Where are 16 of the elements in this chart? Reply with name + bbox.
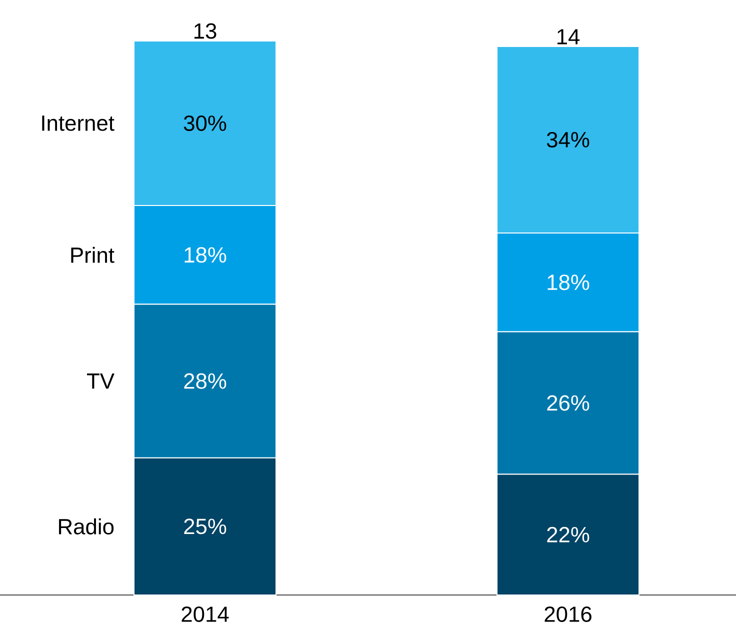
data-label: 30% bbox=[184, 115, 226, 132]
series-label: Internet bbox=[42, 116, 114, 131]
data-label: 28% bbox=[184, 373, 226, 389]
series-label: Radio bbox=[59, 518, 114, 534]
data-label: 25% bbox=[184, 518, 226, 534]
data-label: 26% bbox=[547, 395, 590, 411]
data-label: 18% bbox=[548, 274, 590, 290]
data-label: 18% bbox=[184, 247, 226, 263]
data-label: 22% bbox=[547, 526, 590, 542]
series-label: TV bbox=[86, 374, 114, 389]
data-label: 34% bbox=[546, 132, 590, 148]
series-label: Print bbox=[71, 246, 114, 263]
annotation: 14 bbox=[557, 29, 580, 44]
x-tick-label: 2016 bbox=[544, 606, 592, 622]
text: 13 bbox=[194, 23, 216, 39]
x-tick-label: 2014 bbox=[182, 606, 229, 622]
